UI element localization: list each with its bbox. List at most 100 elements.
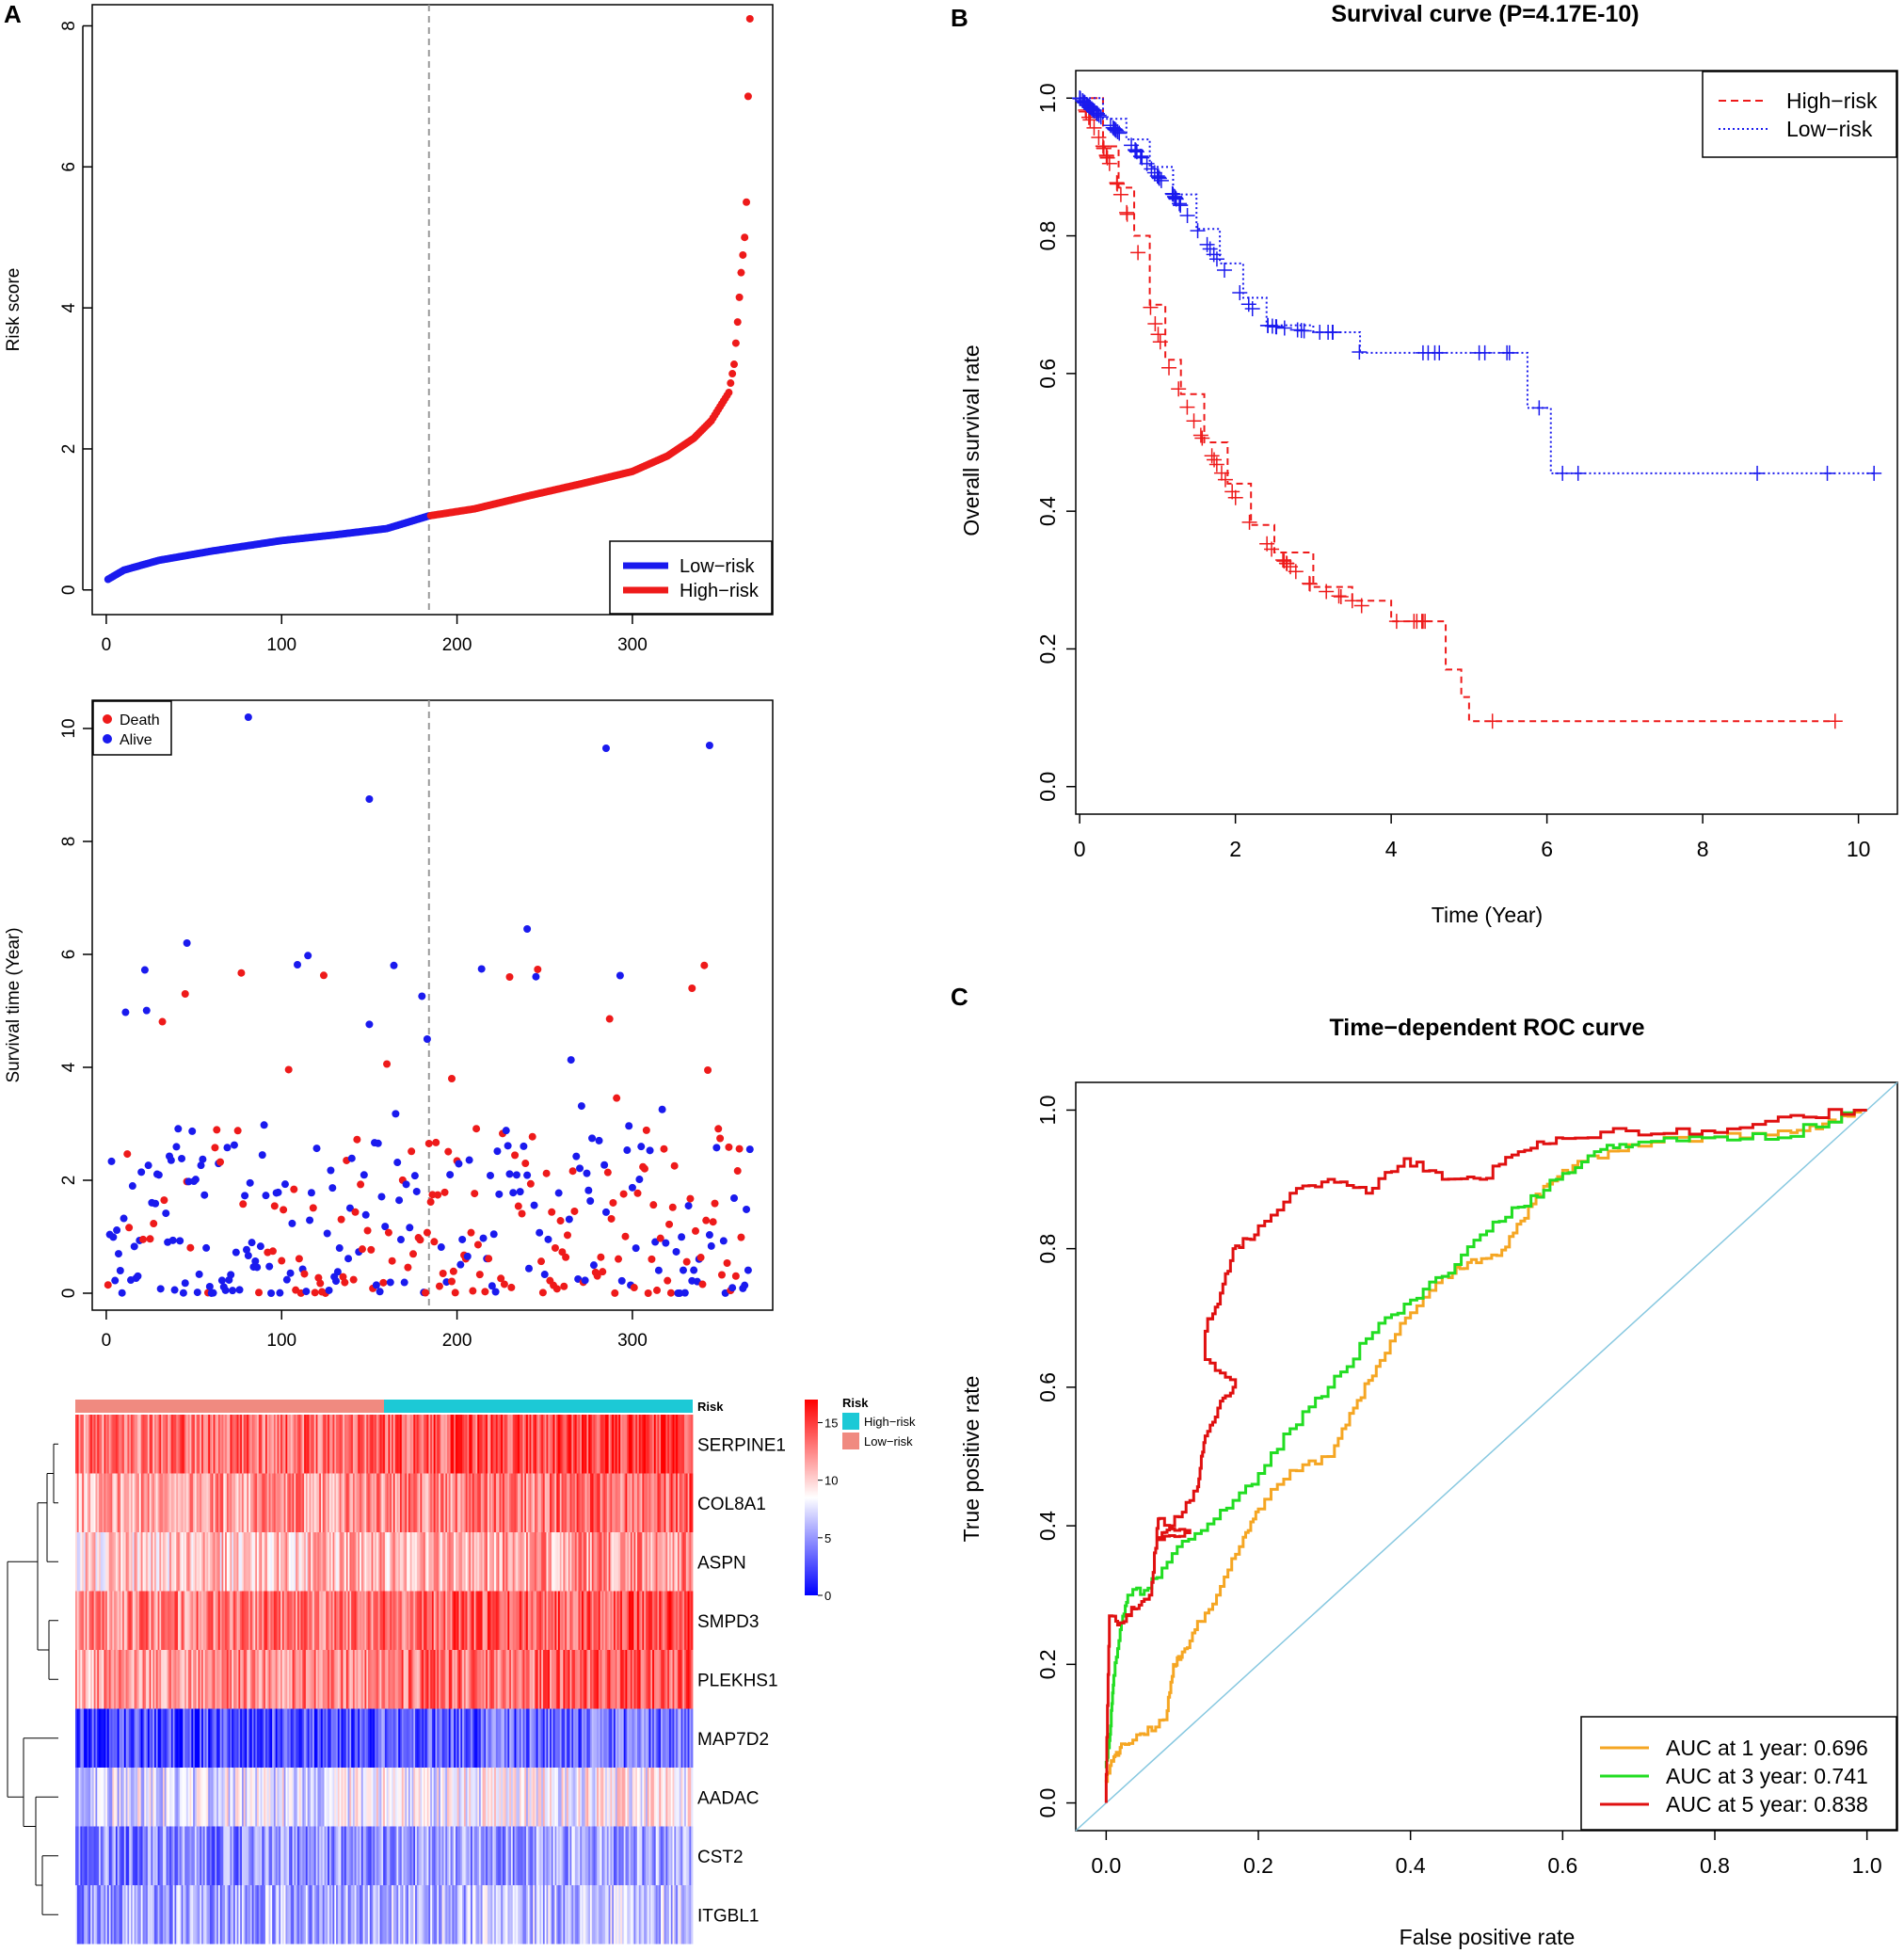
heatmap-cell [486, 1532, 488, 1592]
heatmap-cell [588, 1768, 591, 1827]
heatmap-cell [328, 1650, 332, 1709]
heatmap-cell [445, 1473, 448, 1532]
heatmap-cell [196, 1768, 199, 1827]
heatmap-cell [689, 1708, 692, 1768]
heatmap-cell [613, 1650, 616, 1709]
status-point [274, 1188, 282, 1196]
heatmap-cell [415, 1650, 418, 1709]
heatmap-cell [623, 1415, 626, 1474]
heatmap-cell [616, 1650, 619, 1709]
heatmap-cell [108, 1885, 111, 1945]
heatmap-cell [416, 1415, 420, 1474]
heatmap-cell [296, 1826, 300, 1885]
heatmap-cell [472, 1768, 475, 1827]
heatmap-cell [440, 1708, 443, 1768]
status-point [244, 1252, 252, 1260]
heatmap-cell [290, 1591, 293, 1650]
heatmap-cell [302, 1708, 305, 1768]
heatmap-cell [312, 1885, 315, 1945]
heatmap-cell [270, 1532, 273, 1592]
heatmap-cell [285, 1591, 288, 1650]
heatmap-cell [477, 1708, 480, 1768]
heatmap-cell [213, 1826, 216, 1885]
status-point [154, 1171, 163, 1179]
heatmap-cell [208, 1473, 211, 1532]
heatmap-cell [379, 1768, 382, 1827]
heatmap-cell [509, 1415, 512, 1474]
heatmap-cell [298, 1650, 301, 1709]
status-point [516, 1188, 524, 1196]
heatmap-cell [296, 1885, 300, 1945]
heatmap-cell [289, 1826, 292, 1885]
heatmap-cell [184, 1473, 187, 1532]
heatmap-cell [556, 1885, 559, 1945]
heatmap-cell [665, 1415, 668, 1474]
heatmap-cell [117, 1415, 120, 1474]
heatmap-cell [112, 1532, 115, 1592]
heatmap-cell [533, 1708, 536, 1768]
heatmap-cell [544, 1650, 547, 1709]
heatmap-cell [95, 1708, 98, 1768]
heatmap-cell [472, 1591, 475, 1650]
status-point [418, 992, 426, 1001]
heatmap-cell [290, 1708, 293, 1768]
heatmap-cell [386, 1826, 389, 1885]
status-point [447, 1075, 456, 1082]
heatmap-cell [652, 1885, 655, 1945]
heatmap-cell [480, 1708, 483, 1768]
heatmap-cell [504, 1532, 506, 1592]
heatmap-cell [691, 1826, 694, 1885]
heatmap-cell [672, 1591, 675, 1650]
censor-mark [1190, 223, 1206, 239]
heatmap-cell [524, 1768, 527, 1827]
heatmap-cell [648, 1473, 651, 1532]
heatmap-cell [275, 1591, 278, 1650]
status-point [707, 1241, 715, 1250]
heatmap-cell [155, 1826, 158, 1885]
heatmap-cell [349, 1473, 352, 1532]
heatmap-cell [544, 1708, 547, 1768]
heatmap-cell [320, 1708, 324, 1768]
heatmap-cell [272, 1650, 275, 1709]
heatmap-cell [99, 1650, 102, 1709]
heatmap-cell [312, 1708, 315, 1768]
heatmap-cell [691, 1473, 694, 1532]
heatmap-cell [524, 1708, 527, 1768]
status-point [363, 1226, 372, 1235]
heatmap-cell [266, 1532, 269, 1592]
heatmap-row [75, 1650, 694, 1709]
heatmap-cell [262, 1826, 264, 1885]
status-point [581, 1276, 589, 1285]
heatmap-cell [125, 1473, 128, 1532]
x-axis: 0 2 4 6 8 10 [1074, 814, 1870, 861]
heatmap-cell [390, 1415, 392, 1474]
heatmap-cell [638, 1473, 641, 1532]
heatmap-cell [531, 1708, 534, 1768]
heatmap-cell [211, 1591, 214, 1650]
heatmap-cell [431, 1885, 435, 1945]
heatmap-cell [606, 1591, 610, 1650]
heatmap-cell [571, 1415, 574, 1474]
heatmap-cell [257, 1532, 260, 1592]
heatmap-cell [238, 1826, 241, 1885]
heatmap-cell [522, 1650, 525, 1709]
heatmap-cell [450, 1473, 453, 1532]
heatmap-cell [149, 1591, 152, 1650]
heatmap-cell [589, 1826, 593, 1885]
heatmap-cell [443, 1708, 446, 1768]
heatmap-cell [677, 1826, 680, 1885]
heatmap-cell [531, 1532, 534, 1592]
heatmap-cell [219, 1650, 222, 1709]
heatmap-cell [281, 1885, 285, 1945]
heatmap-cell [559, 1591, 562, 1650]
heatmap-cell [561, 1650, 564, 1709]
status-point [400, 1278, 408, 1287]
heatmap-cell [268, 1885, 271, 1945]
heatmap-cell [396, 1826, 399, 1885]
heatmap-cell [670, 1650, 673, 1709]
heatmap-cell [257, 1650, 260, 1709]
heatmap-cell [477, 1885, 480, 1945]
heatmap-cell [201, 1885, 204, 1945]
heatmap-cell [499, 1473, 502, 1532]
heatmap-cell [270, 1826, 273, 1885]
